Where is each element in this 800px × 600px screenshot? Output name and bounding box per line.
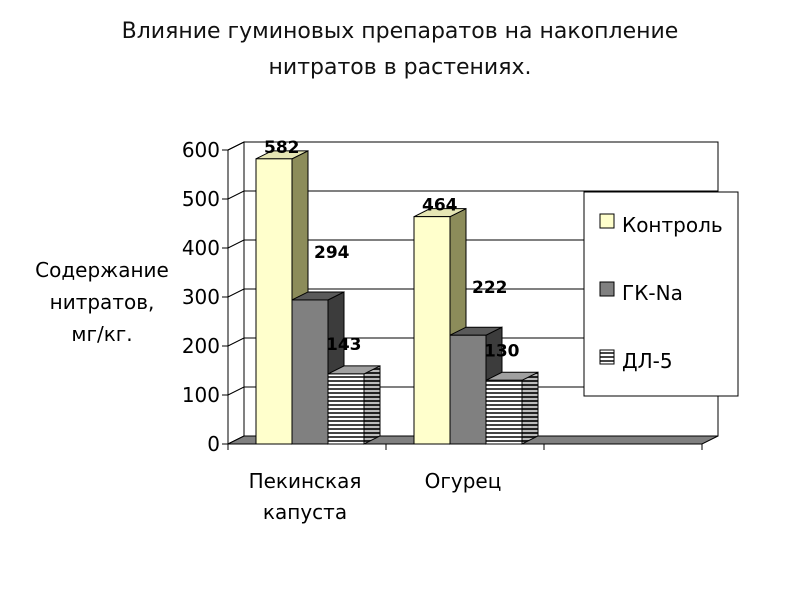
grid-line-side bbox=[227, 239, 245, 249]
bar-front bbox=[327, 373, 365, 445]
chart-title-line-1: Влияние гуминовых препаратов на накоплен… bbox=[121, 19, 679, 44]
x-category-label: Огурец bbox=[425, 469, 502, 493]
y-tick-label: 500 bbox=[182, 187, 220, 211]
legend-label: ГК-Na bbox=[622, 281, 683, 305]
data-label: 222 bbox=[472, 278, 508, 298]
bar-front bbox=[255, 158, 293, 445]
legend-swatch bbox=[599, 349, 615, 365]
x-category-label: капуста bbox=[263, 500, 347, 524]
legend-swatch bbox=[599, 213, 615, 229]
y-tick-label: 0 bbox=[207, 432, 220, 456]
grid-line-side bbox=[227, 190, 245, 200]
grid-line-side bbox=[227, 386, 245, 396]
chart-title: Влияние гуминовых препаратов на накоплен… bbox=[100, 14, 700, 86]
bar-front bbox=[413, 216, 451, 445]
legend: Контроль ГК-Na ДЛ-5 bbox=[583, 191, 739, 397]
legend-label: Контроль bbox=[622, 213, 723, 237]
y-tick-label: 100 bbox=[182, 383, 220, 407]
bar-side bbox=[521, 371, 539, 445]
x-axis: Пекинская капуста Огурец bbox=[227, 443, 703, 524]
x-category-label: Пекинская bbox=[249, 469, 362, 493]
bar-front bbox=[291, 299, 329, 445]
y-tick-label: 400 bbox=[182, 236, 220, 260]
y-tick-label: 300 bbox=[182, 285, 220, 309]
y-axis-label: Содержание нитратов, мг/кг. bbox=[22, 254, 182, 350]
bar-front bbox=[449, 334, 487, 445]
y-tick-label: 600 bbox=[182, 138, 220, 162]
y-tick-label: 200 bbox=[182, 334, 220, 358]
data-labels: 582 294 143 464 222 130 bbox=[264, 138, 520, 361]
grid-line-side bbox=[227, 141, 245, 151]
grid-line-side bbox=[227, 288, 245, 298]
data-label: 130 bbox=[484, 341, 520, 361]
y-axis: 0 100 200 300 400 500 600 bbox=[182, 138, 229, 456]
data-label: 582 bbox=[264, 138, 300, 158]
bar bbox=[413, 207, 467, 445]
bar bbox=[327, 365, 381, 445]
y-axis-label-line-2: нитратов, bbox=[49, 290, 155, 314]
bar-front bbox=[485, 379, 523, 445]
data-label: 143 bbox=[326, 335, 362, 355]
legend-label: ДЛ-5 bbox=[622, 349, 673, 373]
legend-swatch bbox=[599, 281, 615, 297]
grid-line-side bbox=[227, 337, 245, 347]
bar bbox=[485, 371, 539, 445]
data-label: 294 bbox=[314, 243, 350, 263]
y-axis-label-line-3: мг/кг. bbox=[71, 322, 133, 346]
data-label: 464 bbox=[422, 196, 458, 216]
bars bbox=[255, 150, 539, 445]
chart-title-line-2: нитратов в растениях. bbox=[268, 55, 532, 80]
bar-side bbox=[363, 365, 381, 445]
y-axis-label-line-1: Содержание bbox=[35, 258, 169, 282]
